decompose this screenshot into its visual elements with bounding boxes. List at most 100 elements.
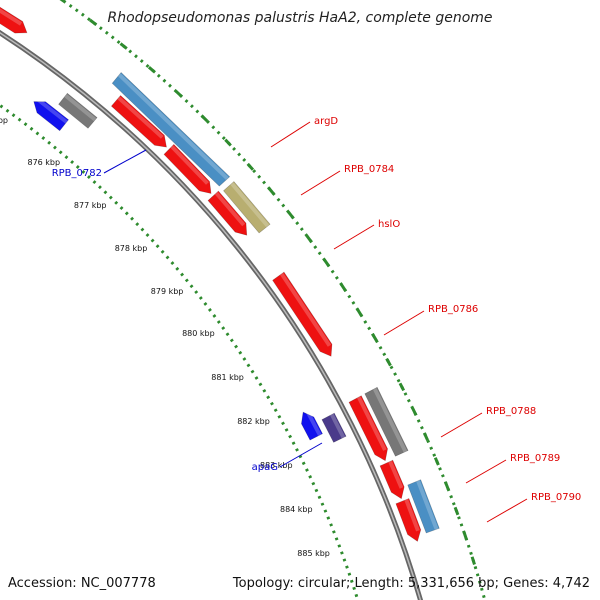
outer-tick-mark — [453, 506, 460, 516]
outer-tick-mark — [119, 42, 128, 50]
outer-tick-mark — [339, 283, 347, 292]
gene-forward-red-shape[interactable] — [395, 498, 422, 542]
gene-forward-red-gloss — [0, 8, 23, 26]
gene-forward-red[interactable] — [207, 190, 248, 236]
gene-forward-red-gloss — [404, 498, 420, 532]
gene-reverse-blue-gloss — [35, 96, 68, 124]
gene-forward-red-shape[interactable] — [348, 395, 388, 462]
tick-label: 882 kbp — [237, 417, 270, 426]
gene-forward-red[interactable] — [163, 143, 212, 194]
gene-forward-olive-shape[interactable] — [223, 181, 271, 234]
gene-label[interactable]: RPB_0790 — [531, 492, 581, 503]
outer-tick-mark — [89, 18, 98, 26]
gene-forward-blue-shape[interactable] — [111, 72, 231, 187]
gene-forward-gray[interactable] — [364, 386, 409, 457]
tick-label: 883 kbp — [260, 461, 293, 470]
gene-labels: argD RPB_0784 hslO RPB_0786 RPB_0788 RPB_0789… — [52, 116, 581, 523]
gene-label-leader — [300, 170, 341, 196]
gene-reverse-gray[interactable] — [58, 92, 98, 129]
outer-tick-mark — [287, 211, 295, 220]
gene-forward-red[interactable] — [348, 395, 388, 462]
tick-label: 878 kbp — [115, 244, 148, 253]
outer-tick-mark — [444, 481, 450, 491]
gene-features — [0, 0, 440, 542]
gene-forward-blue-shape[interactable] — [407, 479, 440, 534]
gene-forward-olive[interactable] — [223, 181, 271, 234]
gene-reverse-indigo-shape[interactable] — [321, 412, 347, 443]
gene-reverse-blue-shape[interactable] — [33, 101, 69, 132]
gene-label[interactable]: RPB_0789 — [510, 453, 560, 464]
backbone-highlight — [0, 32, 422, 600]
outer-tick-mark — [422, 432, 429, 441]
outer-tick-mark — [385, 357, 392, 367]
gene-forward-red-gloss — [214, 191, 246, 227]
gene-forward-gray-gloss — [372, 387, 408, 453]
gene-forward-red-shape[interactable] — [110, 95, 167, 148]
outer-tick-mark — [462, 531, 468, 541]
gene-forward-red-shape[interactable] — [207, 190, 248, 236]
gene-label-leader — [440, 412, 483, 438]
genome-summary-text: Topology: circular; Length: 5,331,656 bp… — [232, 576, 590, 591]
gene-label-leader — [270, 121, 311, 148]
gene-forward-red[interactable] — [395, 498, 422, 542]
outer-tick-mark — [246, 162, 255, 171]
gene-forward-red-shape[interactable] — [272, 271, 333, 357]
gene-reverse-blue[interactable] — [301, 409, 323, 441]
gene-reverse-blue[interactable] — [33, 96, 69, 132]
outer-tick-mark — [411, 407, 418, 416]
gene-forward-red[interactable] — [0, 0, 28, 34]
tick-label: 876 kbp — [27, 158, 60, 167]
tick-label: 880 kbp — [182, 329, 215, 338]
gene-reverse-blue-shape[interactable] — [301, 411, 323, 441]
gene-forward-blue[interactable] — [111, 72, 231, 187]
gene-forward-red[interactable] — [272, 271, 333, 357]
gene-label-leader — [333, 224, 375, 250]
gene-reverse-gray-shape[interactable] — [58, 92, 98, 129]
gene-reverse-gray-gloss — [64, 94, 97, 122]
outer-tick-mark — [433, 457, 440, 466]
tick-label: 885 kbp — [297, 549, 330, 558]
gene-forward-blue-gloss — [416, 480, 439, 530]
outer-tick-mark — [356, 308, 363, 317]
outer-tick-mark — [322, 258, 331, 267]
gene-label[interactable]: RPB_0786 — [428, 304, 478, 315]
gene-reverse-indigo[interactable] — [321, 412, 347, 443]
genome-backbone — [0, 29, 423, 600]
gene-forward-red-gloss — [170, 145, 209, 185]
tick-label: 875 kbp — [0, 116, 8, 125]
tick-label: 879 kbp — [151, 287, 184, 296]
outer-tick-mark — [267, 187, 276, 196]
accession-text: Accession: NC_007778 — [8, 576, 156, 591]
gene-label-leader — [486, 498, 528, 523]
outer-tick-mark — [398, 382, 406, 392]
gene-forward-red-shape[interactable] — [379, 459, 405, 500]
gene-label[interactable]: RPB_0788 — [486, 406, 536, 417]
gene-label[interactable]: argD — [314, 116, 338, 127]
outer-tick-mark — [371, 333, 378, 342]
gene-forward-red[interactable] — [379, 459, 405, 500]
gene-reverse-blue-gloss — [305, 409, 322, 436]
gene-label-leader — [103, 149, 147, 174]
gene-label[interactable]: RPB_0784 — [344, 164, 394, 175]
gene-forward-red-shape[interactable] — [0, 0, 28, 34]
gene-label-leader — [279, 442, 323, 468]
tick-track-dots — [0, 0, 487, 600]
gene-forward-red-gloss — [388, 460, 404, 489]
outer-tick-mark — [59, 0, 65, 3]
tick-label: 877 kbp — [74, 201, 107, 210]
tick-label: 881 kbp — [211, 373, 244, 382]
gene-forward-blue[interactable] — [407, 479, 440, 534]
gene-forward-red-gloss — [117, 96, 164, 139]
gene-label-leader — [465, 459, 507, 484]
gene-forward-gray-shape[interactable] — [364, 386, 409, 457]
gene-label[interactable]: apaG — [252, 462, 278, 473]
gene-label[interactable]: hslO — [378, 219, 400, 230]
outer-tick-mark — [470, 556, 476, 565]
outer-tick-mark — [147, 66, 156, 74]
gene-forward-red[interactable] — [110, 95, 167, 148]
inner-tick-dots — [0, 103, 360, 600]
gene-forward-red-shape[interactable] — [163, 143, 212, 194]
tick-label: 884 kbp — [280, 505, 313, 514]
gene-label[interactable]: RPB_0782 — [52, 168, 102, 179]
